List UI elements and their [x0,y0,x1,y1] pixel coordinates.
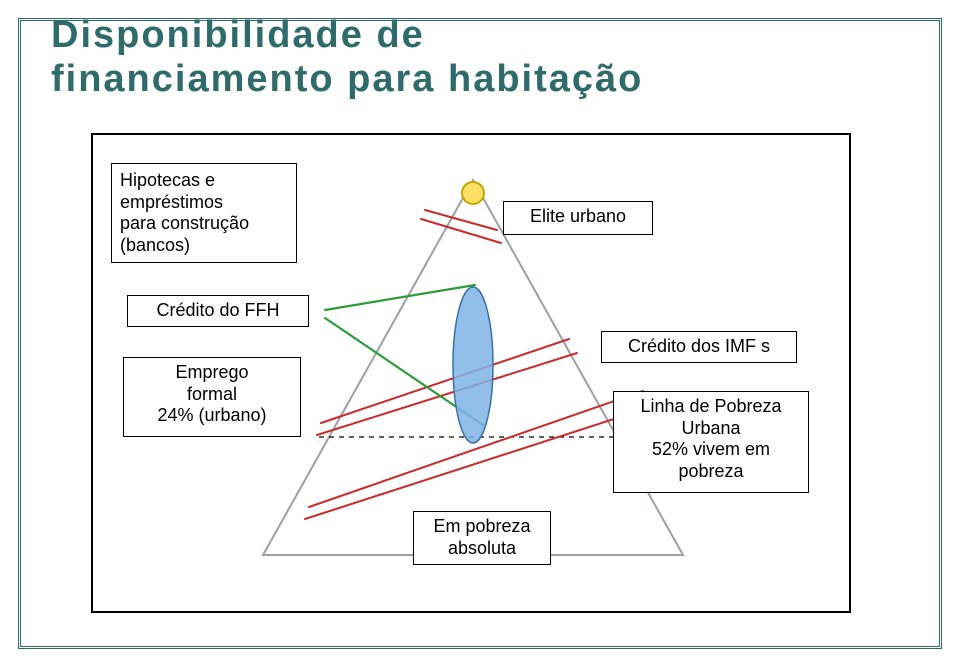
label-elite-urbano: Elite urbano [503,201,653,235]
title-line-2: financiamento para habitação [51,58,811,102]
label-hipotecas-l2: empréstimos [120,192,288,214]
label-credito-imf-text: Crédito dos IMF s [628,336,770,356]
label-hipotecas-l3: para construção [120,213,288,235]
title-line-1: Disponibilidade de [51,14,811,58]
label-credito-imf: Crédito dos IMF s [601,331,797,363]
label-linha-pobreza-l1: Linha de Pobreza [622,396,800,418]
label-emprego: Emprego formal 24% (urbano) [123,357,301,437]
label-emprego-l1: Emprego [132,362,292,384]
label-credito-ffh: Crédito do FFH [127,295,309,327]
diagram-frame: Hipotecas e empréstimos para construção … [91,133,851,613]
label-pobreza-absoluta-l2: absoluta [422,538,542,560]
slide-title: Disponibilidade de financiamento para ha… [51,14,811,101]
label-linha-pobreza-l3: 52% vivem em [622,439,800,461]
label-elite-urbano-text: Elite urbano [530,206,626,226]
label-hipotecas: Hipotecas e empréstimos para construção … [111,163,297,263]
label-credito-ffh-text: Crédito do FFH [156,300,279,320]
label-linha-pobreza-l4: pobreza [622,461,800,483]
label-pobreza-absoluta-l1: Em pobreza [422,516,542,538]
label-linha-pobreza: Linha de Pobreza Urbana 52% vivem em pob… [613,391,809,493]
label-hipotecas-l4: (bancos) [120,235,288,257]
label-emprego-l2: formal [132,384,292,406]
label-linha-pobreza-l2: Urbana [622,418,800,440]
label-pobreza-absoluta: Em pobreza absoluta [413,511,551,565]
label-hipotecas-l1: Hipotecas e [120,170,288,192]
slide-frame: Disponibilidade de financiamento para ha… [18,18,942,649]
label-emprego-l3: 24% (urbano) [132,405,292,427]
